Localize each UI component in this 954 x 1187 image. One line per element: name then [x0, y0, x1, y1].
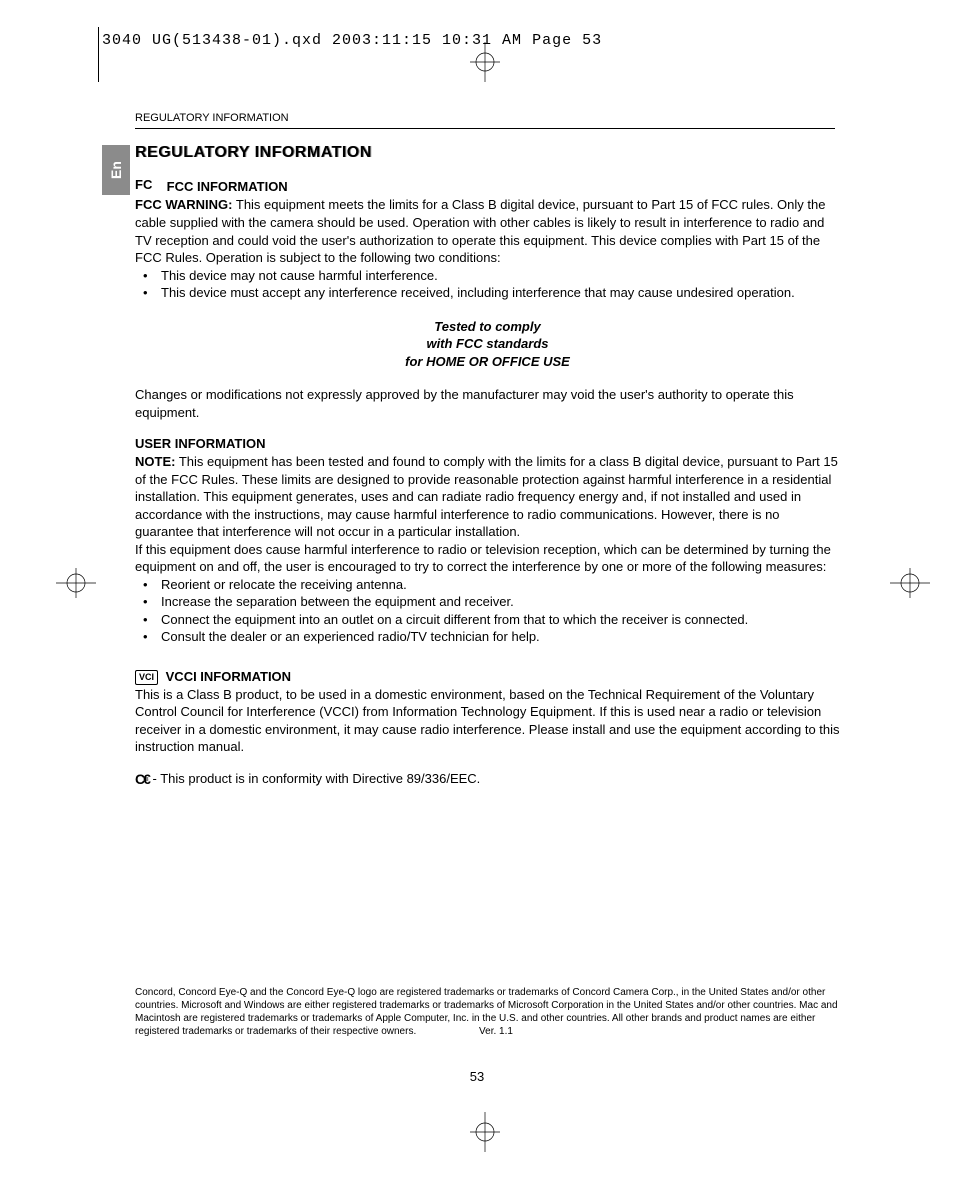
user-info-para2: If this equipment does cause harmful int…	[135, 541, 840, 576]
ce-icon: C€	[135, 770, 149, 789]
ce-line: C€ - This product is in conformity with …	[135, 770, 840, 789]
compliance-block: Tested to comply with FCC standards for …	[135, 318, 840, 371]
note-label: NOTE:	[135, 454, 175, 469]
list-item: Increase the separation between the equi…	[151, 593, 840, 611]
language-tag: En	[102, 145, 130, 195]
user-info-bullets: Reorient or relocate the receiving anten…	[135, 576, 840, 646]
vcci-section: VCI VCCI INFORMATION	[135, 668, 840, 686]
list-item: Consult the dealer or an experienced rad…	[151, 628, 840, 646]
compliance-line1: Tested to comply	[135, 318, 840, 336]
vcci-title: VCCI INFORMATION	[166, 669, 291, 684]
page-number: 53	[0, 1069, 954, 1084]
list-item: Connect the equipment into an outlet on …	[151, 611, 840, 629]
user-info-note-para: NOTE: This equipment has been tested and…	[135, 453, 840, 541]
fc-icon: FC	[135, 178, 159, 197]
main-title: REGULATORY INFORMATION	[135, 142, 840, 164]
crop-mark-bottom-icon	[470, 1112, 500, 1152]
compliance-line3: for HOME OR OFFICE USE	[135, 353, 840, 371]
vcci-icon: VCI	[135, 670, 158, 684]
note-text: This equipment has been tested and found…	[135, 454, 838, 539]
crop-mark-top-icon	[470, 42, 500, 82]
version-text: Ver. 1.1	[479, 1025, 513, 1038]
user-info-title: USER INFORMATION	[135, 435, 840, 453]
ce-text: - This product is in conformity with Dir…	[149, 771, 480, 786]
fcc-section-title: FCC INFORMATION	[167, 179, 288, 194]
fcc-warning-para: FCC WARNING: This equipment meets the li…	[135, 196, 840, 266]
footer: Concord, Concord Eye-Q and the Concord E…	[135, 986, 840, 1038]
list-item: This device must accept any interference…	[151, 284, 840, 302]
svg-text:FC: FC	[135, 178, 153, 192]
list-item: Reorient or relocate the receiving anten…	[151, 576, 840, 594]
decorative-line	[98, 27, 99, 82]
vcci-text: This is a Class B product, to be used in…	[135, 686, 840, 756]
list-item: This device may not cause harmful interf…	[151, 267, 840, 285]
compliance-line2: with FCC standards	[135, 335, 840, 353]
page-header: REGULATORY INFORMATION	[135, 112, 835, 129]
crop-mark-right-icon	[890, 568, 930, 598]
changes-para: Changes or modifications not expressly a…	[135, 386, 840, 421]
crop-mark-left-icon	[56, 568, 96, 598]
qxd-header: 3040 UG(513438-01).qxd 2003:11:15 10:31 …	[102, 32, 602, 49]
fcc-section: FC FCC INFORMATION	[135, 178, 840, 197]
fcc-bullets: This device may not cause harmful interf…	[135, 267, 840, 302]
fcc-warning-text: This equipment meets the limits for a Cl…	[135, 197, 825, 265]
language-tag-text: En	[108, 161, 124, 179]
main-content: REGULATORY INFORMATION FC FCC INFORMATIO…	[135, 142, 840, 789]
fcc-warning-label: FCC WARNING:	[135, 197, 233, 212]
